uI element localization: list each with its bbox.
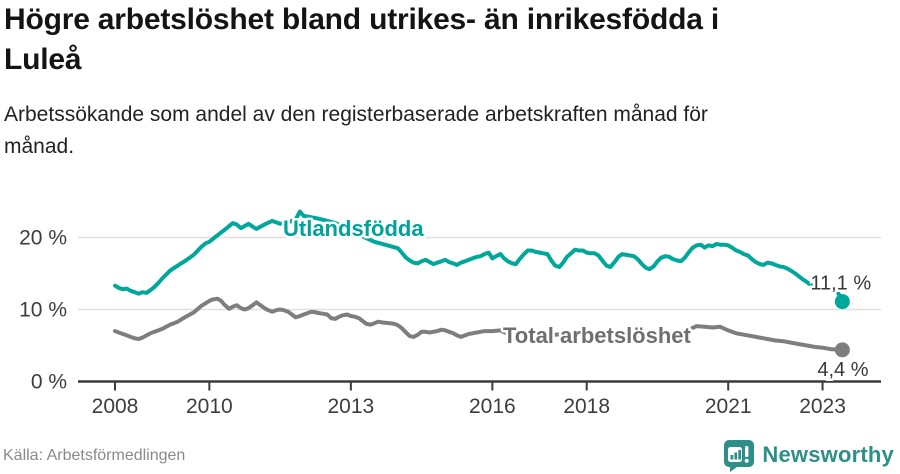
y-tick-label: 0 % bbox=[31, 371, 67, 394]
x-tick-label: 2010 bbox=[186, 395, 233, 418]
end-dot-utlandsfodda bbox=[834, 294, 850, 310]
series-line-utlandsfodda bbox=[113, 209, 845, 304]
x-tick-label: 2008 bbox=[92, 395, 139, 418]
x-tick-label: 2023 bbox=[799, 395, 846, 418]
newsworthy-speech-bubble-bar-chart-icon bbox=[724, 440, 755, 472]
chart-subtitle: Arbetssökande som andel av den registerb… bbox=[4, 99, 864, 163]
end-dot-total bbox=[834, 342, 850, 358]
y-tick-label: 20 % bbox=[19, 227, 67, 250]
series-line-total bbox=[113, 296, 845, 352]
x-tick-label: 2021 bbox=[705, 395, 752, 418]
newsworthy-logo: Newsworthy bbox=[722, 438, 894, 472]
title-line-2: Luleå bbox=[4, 43, 82, 76]
subtitle-line-2: månad. bbox=[4, 135, 75, 158]
x-tick-label: 2018 bbox=[563, 395, 610, 418]
source-attribution: Källa: Arbetsförmedlingen bbox=[3, 447, 186, 464]
series-label-utlandsfodda: Utlandsfödda bbox=[283, 216, 424, 241]
page-title: Högre arbetslöshet bland utrikes- än inr… bbox=[4, 0, 884, 80]
x-tick-label: 2013 bbox=[327, 395, 374, 418]
end-value-label-total: 4,4 % bbox=[817, 359, 868, 381]
end-value-label-utlandsfodda: 11,1 % bbox=[810, 273, 871, 295]
title-line-1: Högre arbetslöshet bland utrikes- än inr… bbox=[4, 3, 719, 36]
y-tick-label: 10 % bbox=[19, 299, 67, 322]
subtitle-line-1: Arbetssökande som andel av den registerb… bbox=[4, 103, 708, 126]
x-tick-label: 2016 bbox=[469, 395, 516, 418]
brand-name: Newsworthy bbox=[762, 442, 894, 467]
series-label-total: Total arbetslöshet bbox=[503, 323, 692, 348]
